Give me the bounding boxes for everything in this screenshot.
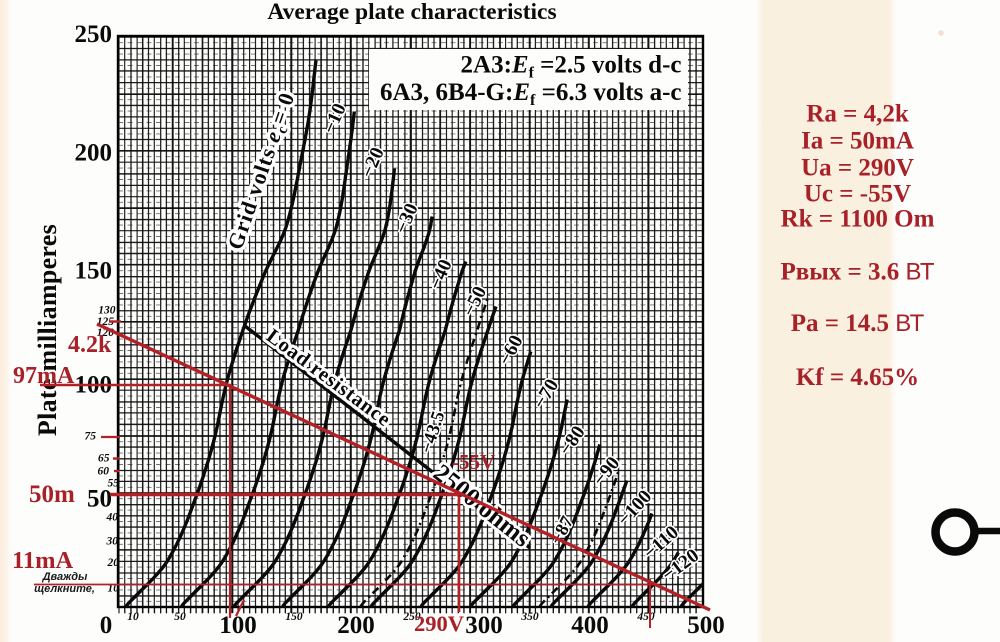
svg-text:Average plate characteristics: Average plate characteristics — [267, 0, 556, 25]
svg-text:-55V: -55V — [452, 450, 495, 474]
svg-text:11mA: 11mA — [12, 547, 74, 574]
svg-text:Ra = 4,2k: Ra = 4,2k — [806, 101, 909, 128]
svg-text:20: 20 — [107, 557, 120, 569]
svg-text:300: 300 — [465, 612, 503, 639]
svg-text:50m: 50m — [29, 481, 75, 508]
svg-text:40: 40 — [106, 512, 119, 524]
svg-text:Pa = 14.5 ВТ: Pa = 14.5 ВТ — [791, 310, 925, 337]
svg-text:4.2k: 4.2k — [68, 332, 112, 358]
svg-text:10: 10 — [108, 583, 120, 595]
svg-text:100: 100 — [219, 612, 257, 639]
svg-text:0: 0 — [100, 612, 113, 639]
svg-text:Plate milliamperes: Plate milliamperes — [33, 224, 62, 436]
svg-text:10: 10 — [127, 611, 139, 623]
svg-text:Rk = 1100 Om: Rk = 1100 Om — [781, 206, 935, 233]
svg-text:Uc = -55V: Uc = -55V — [804, 181, 911, 208]
svg-text:Pвых = 3.6 ВТ: Pвых = 3.6 ВТ — [780, 259, 934, 286]
svg-text:65: 65 — [98, 453, 110, 465]
svg-text:250: 250 — [75, 21, 113, 48]
svg-text:50: 50 — [174, 611, 186, 623]
svg-text:50: 50 — [87, 486, 112, 513]
svg-text:60: 60 — [98, 466, 110, 478]
svg-text:Дважды: Дважды — [42, 571, 88, 583]
svg-text:150: 150 — [285, 611, 303, 623]
svg-text:Ua = 290V: Ua = 290V — [801, 155, 914, 182]
svg-text:97mA: 97mA — [13, 363, 75, 389]
svg-text:500: 500 — [687, 612, 725, 639]
svg-text:250: 250 — [402, 611, 421, 623]
svg-text:55: 55 — [108, 478, 120, 490]
svg-text:130: 130 — [98, 305, 116, 317]
svg-text:Ia = 50mA: Ia = 50mA — [801, 128, 914, 155]
svg-text:2A3:Ef =2.5 volts d-c: 2A3:Ef =2.5 volts d-c — [461, 52, 682, 82]
svg-text:75: 75 — [85, 431, 97, 443]
svg-text:400: 400 — [571, 612, 609, 639]
svg-text:290V: 290V — [414, 611, 464, 636]
svg-text:щелкните,: щелкните, — [34, 583, 95, 595]
svg-text:Kf = 4.65%: Kf = 4.65% — [796, 364, 919, 391]
svg-text:200: 200 — [75, 140, 113, 167]
svg-text:150: 150 — [75, 258, 113, 285]
svg-text:30: 30 — [106, 536, 119, 548]
svg-text:350: 350 — [520, 611, 539, 623]
svg-text:450: 450 — [636, 611, 655, 623]
svg-text:200: 200 — [337, 612, 375, 639]
